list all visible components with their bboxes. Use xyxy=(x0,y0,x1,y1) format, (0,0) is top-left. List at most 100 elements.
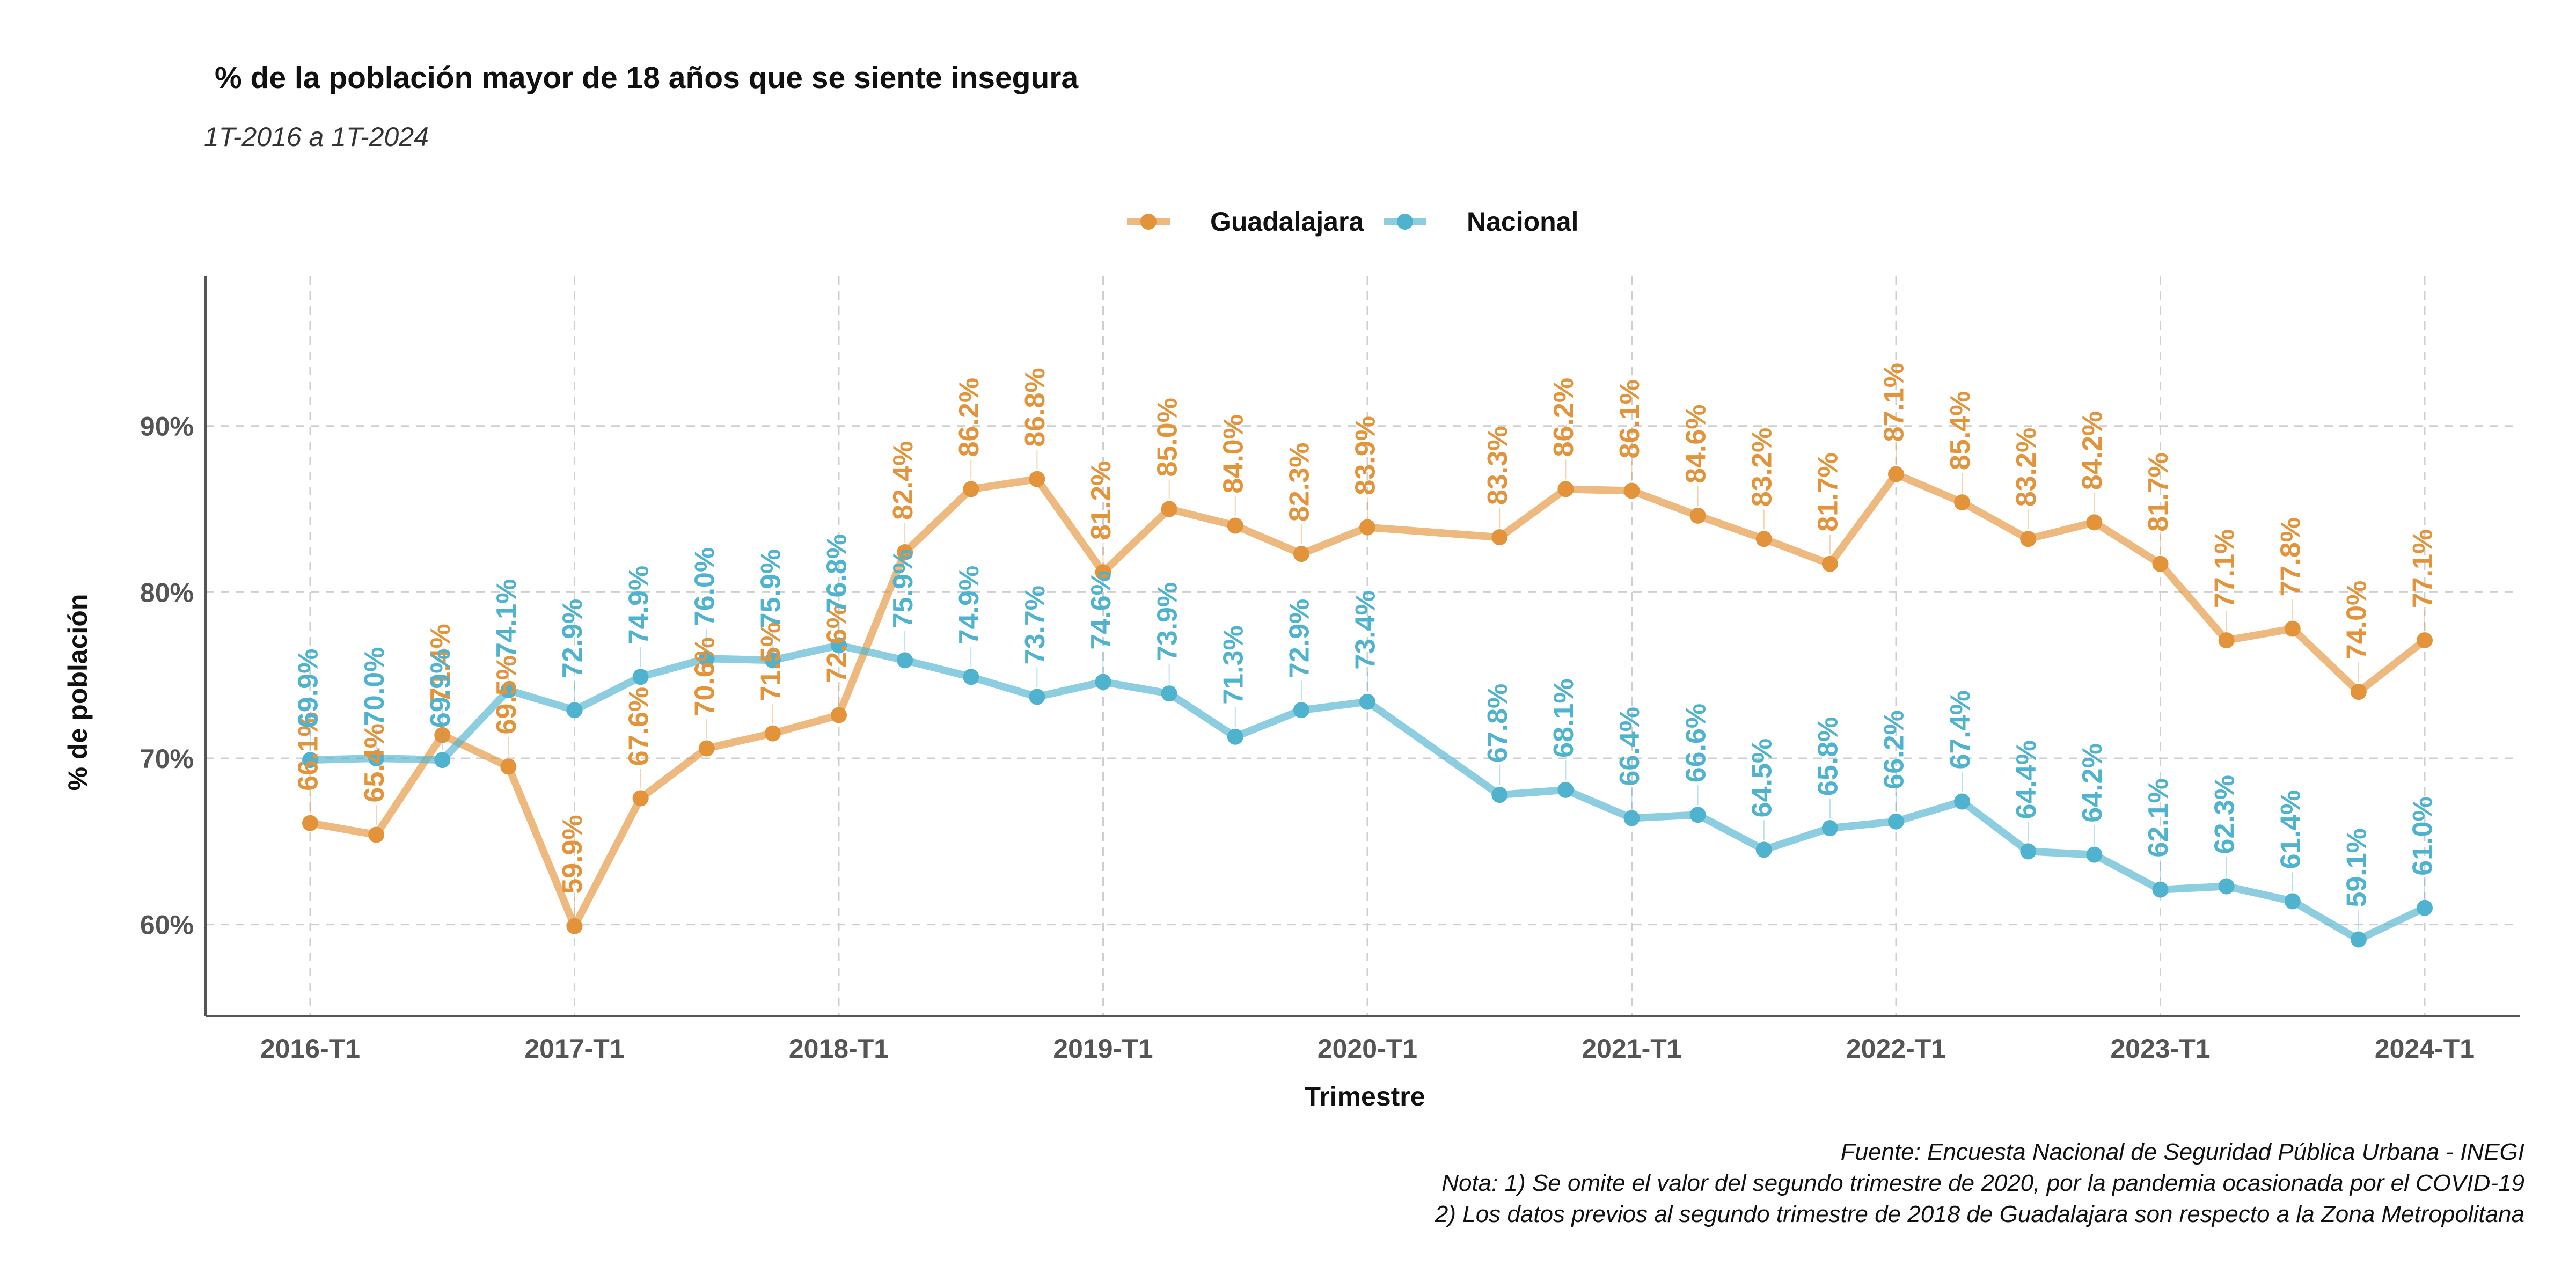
data-label-nacional: 71.3% xyxy=(1218,625,1249,704)
x-tick-label: 2024-T1 xyxy=(2375,1034,2475,1064)
data-labels: 66.1% 65.4% 71.4% 69.5% 59.9% 67.6% 70.6% 71.5%… xyxy=(293,363,2439,930)
data-label-guadalajara: 71.5% xyxy=(756,622,787,701)
data-point-nacional xyxy=(368,750,385,767)
data-label-guadalajara: 69.5% xyxy=(491,655,522,734)
data-point-nacional xyxy=(500,682,517,699)
data-point-guadalajara xyxy=(698,740,715,757)
data-label-nacional: 68.1% xyxy=(1548,678,1579,757)
data-point-guadalajara xyxy=(831,707,847,723)
data-point-guadalajara xyxy=(1293,546,1309,562)
data-point-guadalajara xyxy=(1954,494,1971,511)
data-label-nacional: 66.2% xyxy=(1879,710,1910,789)
data-label-guadalajara: 84.0% xyxy=(1218,414,1249,493)
data-label-nacional: 74.1% xyxy=(491,579,522,658)
caption-note-1: Nota: 1) Se omite el valor del segundo t… xyxy=(1441,1170,2524,1196)
x-tick-label: 2016-T1 xyxy=(260,1034,360,1064)
data-label-guadalajara: 77.1% xyxy=(2209,529,2240,608)
data-point-nacional xyxy=(566,702,583,719)
data-point-guadalajara xyxy=(368,826,385,843)
data-point-nacional xyxy=(1689,807,1706,823)
data-point-nacional xyxy=(1557,781,1574,798)
data-point-nacional xyxy=(1293,702,1309,719)
data-point-nacional xyxy=(1491,787,1508,803)
data-label-nacional: 75.9% xyxy=(756,549,787,628)
y-tick-label: 80% xyxy=(140,577,194,608)
data-point-nacional xyxy=(434,752,451,769)
data-label-guadalajara: 87.1% xyxy=(1879,363,1910,442)
data-point-nacional xyxy=(963,669,979,685)
data-point-nacional xyxy=(1029,689,1045,705)
data-label-nacional: 70.0% xyxy=(359,647,390,726)
data-point-guadalajara xyxy=(1029,471,1045,487)
data-label-nacional: 64.2% xyxy=(2077,743,2108,822)
data-label-nacional: 74.9% xyxy=(623,566,654,645)
data-point-nacional xyxy=(1161,685,1177,702)
data-label-guadalajara: 74.0% xyxy=(2341,581,2373,660)
x-tick-label: 2019-T1 xyxy=(1053,1034,1153,1064)
data-point-guadalajara xyxy=(566,918,583,934)
data-label-nacional: 76.8% xyxy=(822,534,853,613)
data-point-guadalajara xyxy=(1491,529,1508,546)
x-tick-label: 2020-T1 xyxy=(1318,1034,1417,1064)
data-label-guadalajara: 70.6% xyxy=(689,637,720,716)
data-label-guadalajara: 77.8% xyxy=(2275,517,2306,596)
data-point-nacional xyxy=(1954,793,1971,810)
data-label-guadalajara: 83.3% xyxy=(1482,426,1513,505)
data-label-guadalajara: 86.2% xyxy=(954,378,985,457)
data-point-guadalajara xyxy=(2020,531,2037,547)
data-point-nacional xyxy=(2284,893,2301,910)
data-point-nacional xyxy=(632,669,649,685)
data-point-nacional xyxy=(1095,674,1111,690)
x-tick-label: 2023-T1 xyxy=(2110,1034,2210,1064)
data-label-nacional: 69.9% xyxy=(425,649,456,728)
data-label-nacional: 67.4% xyxy=(1945,690,1976,769)
data-label-nacional: 61.4% xyxy=(2275,790,2306,869)
data-label-guadalajara: 82.3% xyxy=(1284,443,1315,522)
data-point-guadalajara xyxy=(2086,514,2103,531)
data-point-guadalajara xyxy=(2350,684,2367,700)
data-label-nacional: 67.8% xyxy=(1482,684,1513,763)
legend: Guadalajara Nacional xyxy=(1127,207,1578,237)
chart-subtitle: 1T-2016 a 1T-2024 xyxy=(204,122,429,152)
data-label-nacional: 72.9% xyxy=(1284,599,1315,678)
data-point-guadalajara xyxy=(2152,555,2169,572)
data-label-nacional: 73.4% xyxy=(1350,590,1381,669)
data-label-nacional: 75.9% xyxy=(888,549,919,628)
x-axis-title: Trimestre xyxy=(1304,1081,1425,1111)
legend-label-guadalajara: Guadalajara xyxy=(1210,207,1364,237)
legend-label-nacional: Nacional xyxy=(1467,207,1578,237)
data-label-guadalajara: 85.4% xyxy=(1945,391,1976,470)
data-label-nacional: 61.0% xyxy=(2407,796,2439,875)
data-point-nacional xyxy=(1227,728,1243,745)
data-point-nacional xyxy=(698,650,715,667)
y-tick-label: 90% xyxy=(140,412,194,442)
data-point-nacional xyxy=(2218,878,2235,895)
data-label-nacional: 64.4% xyxy=(2011,740,2042,819)
data-label-nacional: 73.9% xyxy=(1152,582,1183,661)
data-point-nacional xyxy=(897,652,913,669)
data-point-nacional xyxy=(1888,813,1904,830)
y-tick-label: 60% xyxy=(140,910,194,940)
data-label-guadalajara: 83.9% xyxy=(1350,416,1381,495)
data-label-guadalajara: 72.6% xyxy=(822,604,853,683)
legend-key-point-guadalajara xyxy=(1140,214,1157,230)
data-point-guadalajara xyxy=(1689,507,1706,524)
data-point-nacional xyxy=(2086,846,2103,863)
series-lines xyxy=(306,470,2428,943)
data-label-guadalajara: 84.6% xyxy=(1680,404,1711,483)
caption: Fuente: Encuesta Nacional de Seguridad P… xyxy=(1435,1137,2524,1230)
data-label-nacional: 62.1% xyxy=(2143,778,2174,857)
data-point-nacional xyxy=(302,752,318,769)
y-axis-title: % de población xyxy=(63,594,93,791)
data-point-nacional xyxy=(2417,899,2433,916)
data-label-guadalajara: 81.2% xyxy=(1086,461,1117,540)
y-tick-label: 70% xyxy=(140,744,194,774)
data-label-guadalajara: 85.0% xyxy=(1152,398,1183,477)
data-label-guadalajara: 59.9% xyxy=(557,815,588,894)
data-label-guadalajara: 84.2% xyxy=(2077,411,2108,490)
data-point-guadalajara xyxy=(1095,564,1111,581)
data-point-nacional xyxy=(831,637,847,654)
data-label-guadalajara: 67.6% xyxy=(623,687,654,766)
data-label-guadalajara: 86.2% xyxy=(1548,378,1579,457)
